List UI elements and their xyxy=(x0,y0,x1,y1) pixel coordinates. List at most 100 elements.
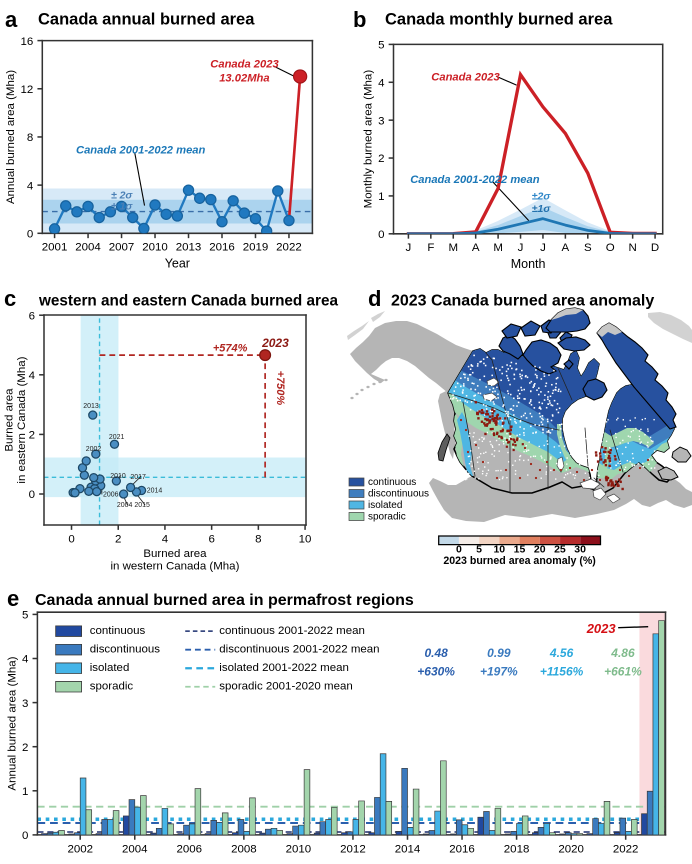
svg-text:0: 0 xyxy=(378,229,384,241)
svg-text:6: 6 xyxy=(29,310,35,322)
svg-text:Canada annual burned area in p: Canada annual burned area in permafrost … xyxy=(35,592,414,609)
svg-text:2002: 2002 xyxy=(86,446,102,453)
svg-text:6: 6 xyxy=(208,533,214,545)
svg-text:+197%: +197% xyxy=(480,664,518,678)
svg-text:2018: 2018 xyxy=(504,843,530,855)
svg-text:2: 2 xyxy=(29,430,35,442)
svg-text:2: 2 xyxy=(115,533,121,545)
svg-text:12: 12 xyxy=(20,84,33,96)
svg-text:8: 8 xyxy=(27,132,33,144)
svg-text:8: 8 xyxy=(255,533,261,545)
svg-text:2004: 2004 xyxy=(75,242,101,254)
svg-text:5: 5 xyxy=(22,610,28,622)
svg-text:2007: 2007 xyxy=(109,242,135,254)
svg-text:sporadic: sporadic xyxy=(368,512,406,523)
svg-text:2010: 2010 xyxy=(286,843,312,855)
svg-text:Month: Month xyxy=(511,257,546,271)
svg-text:± 1σ: ± 1σ xyxy=(111,201,133,212)
svg-text:Canada 2001-2022 mean: Canada 2001-2022 mean xyxy=(410,174,540,186)
svg-text:2004: 2004 xyxy=(122,843,148,855)
svg-text:J: J xyxy=(518,242,524,254)
svg-text:Canada annual burned area: Canada annual burned area xyxy=(38,10,255,28)
svg-text:d: d xyxy=(368,286,381,311)
svg-text:5: 5 xyxy=(378,40,384,52)
svg-text:0: 0 xyxy=(68,533,74,545)
svg-text:Year: Year xyxy=(165,257,190,271)
svg-text:A: A xyxy=(562,242,570,254)
svg-text:13.02Mha: 13.02Mha xyxy=(219,72,269,84)
svg-text:2019: 2019 xyxy=(243,242,269,254)
svg-text:F: F xyxy=(427,242,434,254)
svg-text:Canada monthly burned area: Canada monthly burned area xyxy=(385,10,613,28)
svg-text:0: 0 xyxy=(22,830,28,842)
svg-text:in western Canada (Mha): in western Canada (Mha) xyxy=(110,561,239,573)
svg-text:D: D xyxy=(651,242,659,254)
svg-text:discontinuous: discontinuous xyxy=(368,489,429,500)
svg-text:c: c xyxy=(4,286,16,311)
svg-text:Burned area: Burned area xyxy=(3,388,15,452)
svg-text:e: e xyxy=(7,586,19,611)
svg-text:+574%: +574% xyxy=(213,342,248,354)
svg-text:2015: 2015 xyxy=(134,502,150,509)
svg-text:N: N xyxy=(629,242,637,254)
svg-text:2014: 2014 xyxy=(147,488,163,495)
svg-text:A: A xyxy=(472,242,480,254)
svg-text:+1156%: +1156% xyxy=(540,664,584,678)
svg-text:sporadic 2001-2020 mean: sporadic 2001-2020 mean xyxy=(219,681,352,693)
svg-text:2017: 2017 xyxy=(130,474,146,481)
svg-text:2016: 2016 xyxy=(209,242,235,254)
svg-text:5: 5 xyxy=(476,544,482,555)
svg-text:2023 burned area anomaly (%): 2023 burned area anomaly (%) xyxy=(443,555,596,567)
svg-text:2013: 2013 xyxy=(83,403,99,410)
svg-text:2013: 2013 xyxy=(176,242,202,254)
svg-text:+661%: +661% xyxy=(604,664,642,678)
svg-text:4: 4 xyxy=(27,180,34,192)
svg-text:2014: 2014 xyxy=(395,843,421,855)
svg-text:3: 3 xyxy=(378,115,384,127)
svg-text:2010: 2010 xyxy=(110,473,126,480)
svg-text:2002: 2002 xyxy=(67,843,93,855)
svg-text:10: 10 xyxy=(299,533,312,545)
svg-text:J: J xyxy=(540,242,546,254)
svg-text:+750%: +750% xyxy=(274,371,286,406)
svg-text:15: 15 xyxy=(514,544,526,555)
svg-text:20: 20 xyxy=(534,544,546,555)
svg-text:2004: 2004 xyxy=(117,502,133,509)
svg-text:Annual burned area (Mha): Annual burned area (Mha) xyxy=(6,656,18,790)
svg-text:Canada 2023: Canada 2023 xyxy=(431,71,500,83)
svg-text:2012: 2012 xyxy=(340,843,366,855)
svg-text:S: S xyxy=(584,242,592,254)
svg-text:0.48: 0.48 xyxy=(424,646,448,660)
svg-text:2: 2 xyxy=(22,742,28,754)
svg-text:2006: 2006 xyxy=(103,491,119,498)
svg-text:2023: 2023 xyxy=(261,336,289,350)
svg-text:2022: 2022 xyxy=(613,843,639,855)
svg-text:10: 10 xyxy=(493,544,505,555)
svg-text:2021: 2021 xyxy=(109,434,125,441)
svg-text:western and eastern Canada bur: western and eastern Canada burned area xyxy=(38,293,338,310)
svg-text:± 2σ: ± 2σ xyxy=(111,190,133,201)
svg-text:±1σ: ±1σ xyxy=(532,204,552,215)
svg-text:continuous: continuous xyxy=(368,477,416,488)
svg-text:isolated 2001-2022 mean: isolated 2001-2022 mean xyxy=(219,662,349,674)
svg-text:30: 30 xyxy=(574,544,586,555)
svg-text:2008: 2008 xyxy=(231,843,257,855)
svg-text:continuous: continuous xyxy=(90,625,146,637)
svg-text:4: 4 xyxy=(162,533,169,545)
svg-text:J: J xyxy=(406,242,412,254)
svg-text:discontinuous: discontinuous xyxy=(90,644,160,656)
svg-text:a: a xyxy=(5,7,18,32)
svg-text:isolated: isolated xyxy=(368,500,402,511)
svg-text:Annual burned area (Mha): Annual burned area (Mha) xyxy=(5,70,17,204)
svg-text:0: 0 xyxy=(29,489,35,501)
svg-text:2010: 2010 xyxy=(142,242,168,254)
svg-text:4: 4 xyxy=(29,370,36,382)
svg-text:b: b xyxy=(353,7,366,32)
svg-text:discontinuous 2001-2022 mean: discontinuous 2001-2022 mean xyxy=(219,644,379,656)
svg-text:Burned area: Burned area xyxy=(143,548,207,560)
svg-text:4.56: 4.56 xyxy=(549,646,574,660)
svg-text:±2σ: ±2σ xyxy=(532,191,552,202)
svg-text:4: 4 xyxy=(378,77,385,89)
svg-text:2001: 2001 xyxy=(42,242,68,254)
svg-text:16: 16 xyxy=(20,36,33,48)
